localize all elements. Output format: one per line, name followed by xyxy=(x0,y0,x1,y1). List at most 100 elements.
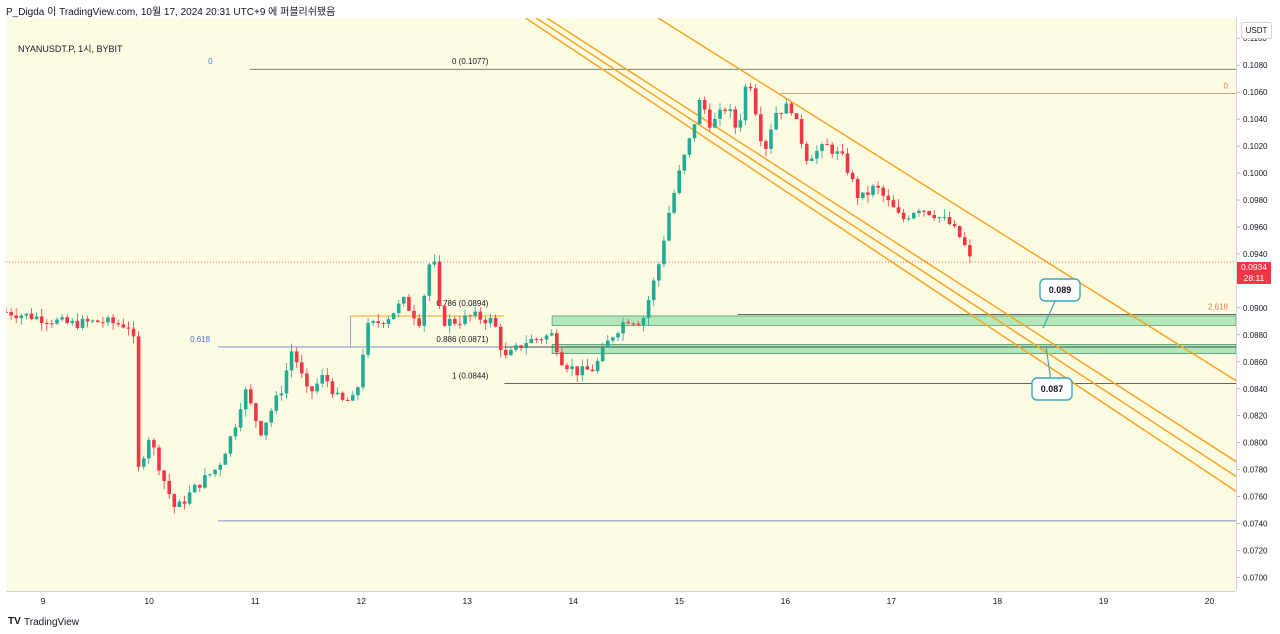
candle-body-92 xyxy=(473,311,477,316)
price-axis[interactable]: 0.11000.10800.10600.10400.10200.10000.09… xyxy=(1236,18,1280,591)
candle-body-72 xyxy=(371,321,375,323)
candle-body-164 xyxy=(840,151,845,154)
candle-body-174 xyxy=(891,200,896,208)
last-price-badge: 0.0934 28:11 xyxy=(1237,262,1271,284)
candle-body-165 xyxy=(845,153,850,173)
candle-body-98 xyxy=(504,349,508,356)
fib-ext-label-0: 0 xyxy=(1224,82,1229,91)
candle-body-89 xyxy=(458,323,462,325)
candle-body-111 xyxy=(570,366,574,370)
candle-body-44 xyxy=(228,436,233,454)
candle-body-142 xyxy=(728,109,732,112)
y-tick-13: 0.0840 xyxy=(1243,385,1268,394)
callout-087-box xyxy=(1031,377,1073,401)
candle-body-184 xyxy=(942,217,947,219)
candle-body-127 xyxy=(651,280,656,301)
fibonacci-lines: 0 0.618 0 (0.1077) 0.786 (0.0894) 0.886 (0.0… xyxy=(190,57,1236,522)
candle-body-63 xyxy=(325,374,330,382)
candle-body-144 xyxy=(738,120,743,128)
candle-body-25 xyxy=(131,328,136,337)
fib-label-0886: 0.886 (0.0871) xyxy=(436,335,488,344)
candle-body-128 xyxy=(657,264,661,281)
candle-body-8 xyxy=(45,322,49,324)
candle-body-57 xyxy=(294,351,299,363)
candle-body-97 xyxy=(498,326,503,350)
candle-body-150 xyxy=(769,129,773,149)
candle-body-148 xyxy=(759,114,763,142)
candle-body-156 xyxy=(799,119,804,144)
candle-body-53 xyxy=(274,395,279,411)
candle-body-153 xyxy=(784,103,789,114)
tradingview-logo-icon: TV xyxy=(8,616,21,627)
y-tick-4: 0.1020 xyxy=(1243,142,1268,151)
candle-body-95 xyxy=(488,317,493,324)
candle-body-19 xyxy=(101,322,105,324)
candle-body-96 xyxy=(493,317,498,327)
channel-line-0 xyxy=(525,18,1236,492)
candle-body-0 xyxy=(6,311,8,313)
chart-area[interactable]: 0 0.618 0 (0.1077) 0.786 (0.0894) 0.886 (0.0… xyxy=(6,18,1236,591)
y-tick-15: 0.0800 xyxy=(1243,439,1268,448)
candle-body-152 xyxy=(779,112,783,114)
candle-body-6 xyxy=(34,316,39,320)
candle-body-168 xyxy=(861,192,865,198)
footer: TV TradingView xyxy=(0,612,1280,634)
candle-body-157 xyxy=(804,143,809,161)
candle-body-181 xyxy=(927,211,931,215)
candle-body-130 xyxy=(667,212,671,241)
candle-body-20 xyxy=(106,317,110,323)
candle-body-14 xyxy=(75,320,80,328)
x-tick-5: 14 xyxy=(569,596,579,606)
candle-body-26 xyxy=(136,336,141,467)
candle-body-50 xyxy=(259,420,263,436)
candle-body-100 xyxy=(514,345,518,350)
candle-body-13 xyxy=(70,320,75,324)
candle-body-51 xyxy=(264,422,268,436)
candle-body-185 xyxy=(947,217,952,225)
price-chart[interactable]: 0 0.618 0 (0.1077) 0.786 (0.0894) 0.886 (0.0… xyxy=(6,18,1236,591)
candle-body-136 xyxy=(697,100,702,125)
candle-body-94 xyxy=(483,319,488,324)
candle-body-161 xyxy=(825,144,829,146)
candle-body-160 xyxy=(820,144,824,151)
candle-body-176 xyxy=(901,212,906,220)
candle-body-113 xyxy=(580,366,585,376)
y-tick-18: 0.0740 xyxy=(1243,520,1268,529)
x-tick-4: 13 xyxy=(463,596,473,606)
callout-089-label: 0.089 xyxy=(1049,285,1072,295)
candle-body-124 xyxy=(636,323,641,325)
unit-label[interactable]: USDT xyxy=(1241,22,1272,39)
candle-body-73 xyxy=(376,321,381,323)
fib-label-0: 0 (0.1077) xyxy=(452,57,489,66)
candle-body-166 xyxy=(850,172,855,180)
candle-body-163 xyxy=(835,151,840,154)
x-tick-11: 20 xyxy=(1205,596,1215,606)
candle-body-149 xyxy=(764,141,768,149)
candle-body-183 xyxy=(937,217,942,219)
support-zones xyxy=(551,315,1236,355)
candle-body-12 xyxy=(65,317,69,324)
candle-body-178 xyxy=(912,213,916,219)
candle-body-125 xyxy=(641,317,646,325)
candle-body-29 xyxy=(152,440,156,448)
candle-body-79 xyxy=(407,297,411,311)
candle-body-143 xyxy=(733,109,738,128)
candle-body-32 xyxy=(167,480,171,495)
channel-line-1 xyxy=(535,18,1236,478)
candle-body-1 xyxy=(9,312,13,316)
candle-body-172 xyxy=(881,187,885,196)
descending-channel xyxy=(525,18,1236,492)
candle-body-132 xyxy=(677,170,681,193)
candle-body-134 xyxy=(687,138,692,155)
support-zone-1 xyxy=(551,343,1236,355)
candle-body-74 xyxy=(381,322,386,324)
candle-body-112 xyxy=(575,366,579,376)
candle-body-67 xyxy=(345,399,350,401)
candle-body-17 xyxy=(90,320,95,322)
candle-body-59 xyxy=(305,373,309,387)
candle-body-140 xyxy=(718,109,722,119)
candle-body-56 xyxy=(289,351,294,371)
y-tick-16: 0.0780 xyxy=(1243,466,1268,475)
time-axis[interactable]: 9 10 11 12 13 14 15 16 17 18 19 20 xyxy=(6,591,1236,610)
candle-body-129 xyxy=(662,240,666,265)
